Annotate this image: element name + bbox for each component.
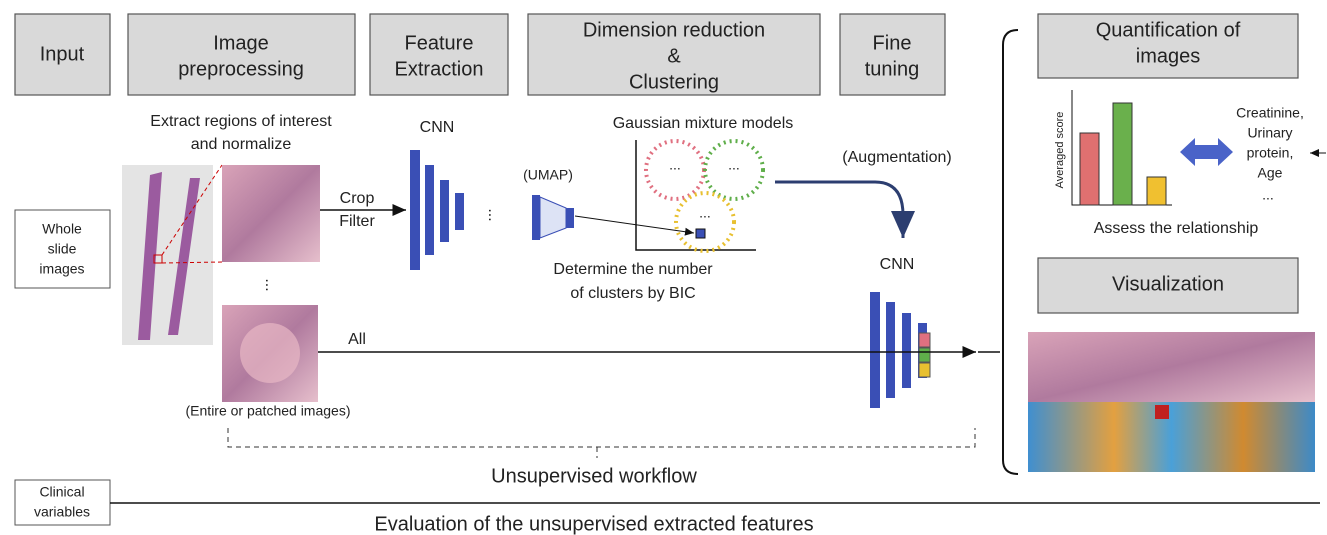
box: [527, 13, 821, 96]
axes: [635, 140, 756, 251]
box-label: Clinical: [39, 484, 84, 500]
bracket: [227, 428, 976, 458]
box-label: Feature: [405, 32, 474, 54]
arrow: [775, 180, 915, 238]
label: Crop: [340, 190, 375, 207]
histology-image: [1028, 332, 1315, 402]
ellipsis: ...: [262, 278, 279, 291]
umap: [539, 196, 567, 239]
ellipsis: ...: [669, 157, 681, 173]
box-label: slide: [48, 241, 77, 257]
label: (Augmentation): [842, 149, 951, 166]
box-label: Visualization: [1112, 273, 1224, 295]
bar: [1079, 132, 1100, 206]
box-label: tuning: [865, 58, 920, 80]
label: Age: [1258, 165, 1283, 181]
double-arrow: [1180, 138, 1233, 166]
whole-slide-box: [14, 209, 111, 289]
cnn: [870, 292, 931, 408]
point: [695, 228, 706, 239]
box-label: images: [39, 261, 84, 277]
ellipsis: ...: [728, 157, 740, 173]
label: (UMAP): [523, 167, 573, 183]
label: Creatinine,: [1236, 105, 1304, 121]
label: Extract regions of interest: [150, 113, 332, 130]
label: Determine the number: [553, 261, 713, 278]
label: CNN: [880, 256, 915, 273]
umap-layer: [566, 208, 574, 228]
bar: [1146, 176, 1167, 206]
box: [1037, 13, 1299, 79]
arrow: [574, 215, 695, 236]
cluster: [674, 191, 736, 253]
axis-label: Averaged score: [1054, 112, 1066, 189]
box-label: Fine: [873, 32, 912, 54]
tissue: [138, 172, 200, 340]
header-boxes: [14, 13, 1299, 314]
ellipsis: ...: [485, 208, 502, 221]
label: ...: [1262, 187, 1274, 203]
label: CNN: [420, 119, 455, 136]
label: of clusters by BIC: [570, 285, 695, 302]
box-label: Quantification of: [1096, 19, 1241, 41]
cnn: [410, 150, 464, 270]
label: (Entire or patched images): [186, 403, 351, 419]
label: Urinary: [1247, 125, 1292, 141]
label: All: [348, 331, 366, 348]
box-label: variables: [34, 504, 90, 520]
clinical-box: [14, 479, 111, 526]
label: Unsupervised workflow: [491, 465, 697, 487]
box: [127, 13, 356, 96]
glomerulus: [240, 323, 300, 383]
bracket: [1002, 29, 1019, 475]
box: [14, 13, 111, 96]
heat-spot: [1155, 405, 1169, 419]
roi-image: [222, 165, 320, 262]
label: protein,: [1247, 145, 1294, 161]
roi-lines: [161, 164, 223, 264]
box: [839, 13, 946, 96]
label: Assess the relationship: [1094, 220, 1259, 237]
slide-image: [122, 165, 213, 345]
box-label: Extraction: [395, 58, 484, 80]
label: Filter: [339, 213, 375, 230]
ellipsis: ...: [699, 205, 711, 221]
label: and normalize: [191, 136, 292, 153]
label: Evaluation of the unsupervised extracted…: [374, 513, 813, 535]
axes: [1071, 90, 1172, 206]
cluster: [703, 139, 765, 201]
heatmap-image: [1028, 402, 1315, 472]
bar: [1112, 102, 1133, 206]
box-label: Image: [213, 32, 269, 54]
box-label: Clustering: [629, 71, 719, 93]
umap-layer: [532, 195, 540, 240]
box-label: preprocessing: [178, 58, 304, 80]
roi: [153, 254, 163, 264]
box-label: Whole: [42, 221, 82, 237]
label: Gaussian mixture models: [613, 115, 794, 132]
box: [1037, 257, 1299, 314]
box-label: Dimension reduction: [583, 19, 765, 41]
box-label: images: [1136, 45, 1200, 67]
box-label: Input: [40, 43, 85, 65]
box: [369, 13, 509, 96]
box-label: &: [667, 45, 681, 67]
